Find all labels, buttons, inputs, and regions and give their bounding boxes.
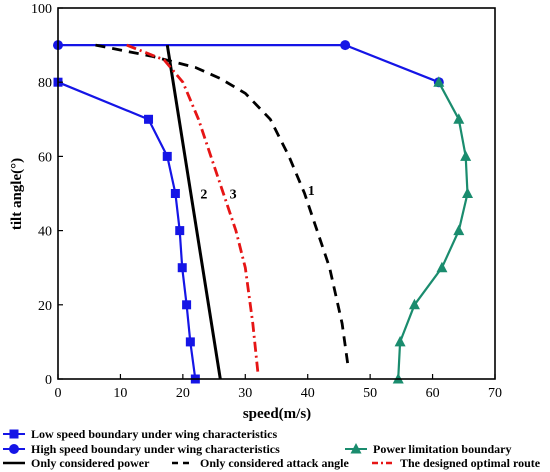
series-line	[95, 43, 350, 369]
y-tick-label: 60	[38, 150, 52, 165]
legend-label: Low speed boundary under wing characteri…	[31, 427, 277, 441]
y-tick-label: 0	[45, 373, 52, 388]
x-tick-label: 30	[238, 386, 252, 401]
curve-label: 2	[200, 188, 207, 203]
annotations: 1 2 3	[200, 184, 314, 203]
data-point	[408, 298, 420, 310]
x-axis: 0 10 20 30 40 50 60 70	[55, 374, 502, 401]
legend-entry: Only considered attack angle	[172, 456, 349, 470]
x-tick-label: 40	[301, 386, 315, 401]
data-point	[175, 226, 185, 236]
data-point	[436, 261, 448, 273]
legend-entry: Power limitation boundary	[345, 442, 511, 456]
legend-marker	[350, 443, 362, 454]
data-point	[162, 151, 172, 161]
data-point	[453, 224, 465, 236]
series-line	[57, 81, 197, 380]
data-point	[394, 335, 406, 347]
series-1	[53, 40, 444, 88]
series-line	[165, 44, 222, 380]
data-point	[433, 76, 445, 87]
x-axis-title: speed(m/s)	[243, 406, 311, 422]
series-2	[392, 76, 474, 384]
series-4	[95, 43, 350, 369]
plot-frame	[57, 7, 496, 380]
y-tick-label: 20	[38, 299, 52, 314]
curve-label: 3	[230, 188, 237, 203]
legend-label: Only considered power	[31, 456, 150, 470]
legend-label: Power limitation boundary	[373, 442, 511, 456]
x-tick-label: 60	[426, 386, 440, 401]
data-point	[185, 337, 195, 347]
data-point	[340, 40, 351, 51]
legend-label: Only considered attack angle	[200, 456, 349, 470]
legend-label: High speed boundary under wing character…	[31, 442, 280, 456]
series-0	[53, 77, 200, 384]
legend-entry: Low speed boundary under wing characteri…	[3, 427, 277, 441]
y-axis: 0 20 40 60 80 100	[31, 2, 63, 388]
data-point	[453, 113, 465, 124]
legend-entry: Only considered power	[3, 456, 150, 470]
y-axis-title: tilt angle(°)	[9, 158, 25, 230]
data-point	[170, 189, 180, 198]
legend-label: The designed optimal route	[400, 456, 541, 470]
x-tick-label: 10	[113, 386, 127, 401]
series-line	[126, 43, 260, 372]
series-5	[126, 43, 260, 372]
legend-marker	[9, 429, 19, 439]
curve-label: 1	[308, 184, 315, 199]
data-point	[144, 114, 154, 124]
y-tick-label: 80	[38, 76, 52, 91]
legend-entry: The designed optimal route	[372, 456, 541, 470]
legend-entry: High speed boundary under wing character…	[3, 442, 280, 456]
series-line	[58, 43, 440, 84]
legend: Low speed boundary under wing characteri…	[3, 427, 541, 470]
x-tick-label: 50	[363, 386, 377, 401]
data-point	[462, 187, 474, 198]
x-tick-label: 0	[55, 386, 62, 401]
data-point	[182, 300, 192, 310]
plot-area	[53, 40, 474, 384]
data-point	[177, 263, 187, 273]
legend-marker	[9, 444, 19, 454]
x-tick-label: 20	[176, 386, 190, 401]
x-tick-label: 70	[488, 386, 502, 401]
series-3	[165, 44, 222, 380]
y-tick-label: 40	[38, 225, 52, 240]
y-tick-label: 100	[31, 2, 52, 17]
data-point	[460, 150, 472, 161]
